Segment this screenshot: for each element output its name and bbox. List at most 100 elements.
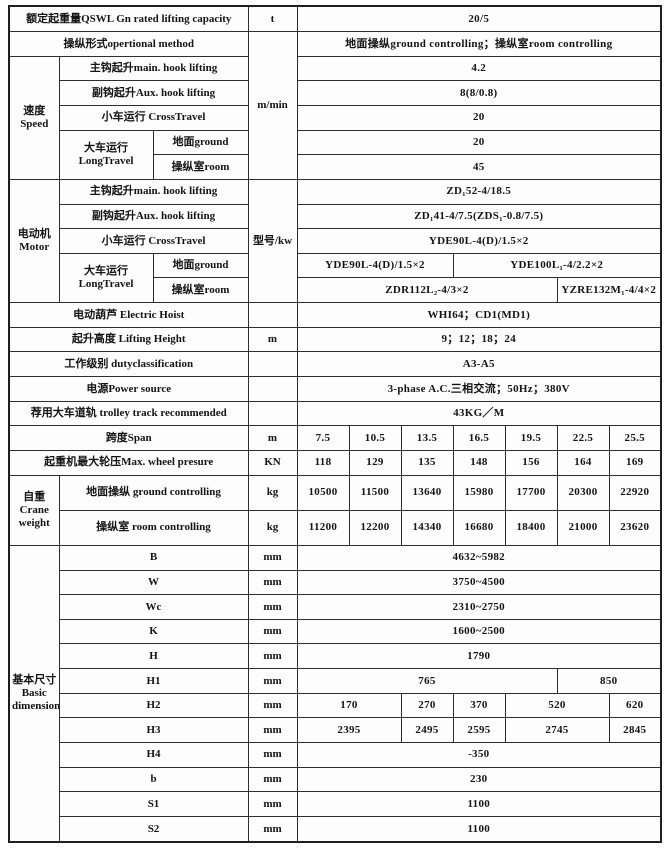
dimension-value: 370 bbox=[452, 692, 506, 719]
crane-weight-room-value: 21000 bbox=[556, 509, 610, 546]
dimension-value: 4632~5982 bbox=[296, 544, 662, 571]
operation-label: 操纵形式opertional method bbox=[8, 31, 249, 57]
wheel-pressure-value: 135 bbox=[400, 449, 454, 476]
wheel-pressure-value: 129 bbox=[348, 449, 402, 476]
dimension-unit: mm bbox=[247, 766, 298, 793]
motor-aux-hook-label: 副钩起升Aux. hook lifting bbox=[58, 203, 249, 230]
dimension-row-H3: H3 mm 2395 2495 2595 2745 2845 bbox=[9, 717, 662, 743]
dimension-unit: mm bbox=[247, 643, 298, 670]
capacity-row: 额定起重量QSWL Gn rated lifting capacity t 20… bbox=[8, 5, 662, 33]
track-value: 43KG／M bbox=[296, 400, 662, 427]
dimension-value: 1100 bbox=[296, 815, 662, 843]
wheel-pressure-value: 169 bbox=[608, 449, 662, 476]
lifting-height-label: 起升高度 Lifting Height bbox=[8, 326, 249, 353]
dimension-value: 1790 bbox=[296, 643, 662, 670]
motor-lt-ground-value-1: YDE90L-4(D)/1.5×2 bbox=[296, 252, 454, 279]
dimension-label: B bbox=[58, 544, 249, 571]
dimension-value: 2495 bbox=[400, 717, 454, 743]
hoist-unit bbox=[247, 302, 298, 328]
capacity-unit: t bbox=[247, 5, 298, 33]
crane-weight-room-value: 14340 bbox=[400, 509, 454, 546]
dimension-label: K bbox=[58, 618, 249, 645]
speed-aux-hook-row: 副钩起升Aux. hook lifting 8(8/0.8) bbox=[9, 80, 662, 106]
crane-weight-room-value: 11200 bbox=[296, 509, 350, 546]
dimension-label: S2 bbox=[58, 815, 249, 843]
dimension-label: Wc bbox=[58, 594, 249, 620]
power-source-value: 3-phase A.C.三相交流；50Hz；380V bbox=[296, 376, 662, 402]
span-value: 7.5 bbox=[296, 425, 350, 451]
dimension-row-b: b mm 230 bbox=[9, 766, 662, 793]
dimension-unit: mm bbox=[247, 544, 298, 571]
crane-weight-room-value: 16680 bbox=[452, 509, 506, 546]
speed-long-travel-ground-row: 大车运行 LongTravel 地面ground 20 bbox=[9, 129, 662, 180]
speed-lt-ground-label: 地面ground bbox=[152, 129, 249, 156]
dimension-label: H3 bbox=[58, 717, 249, 743]
dimension-value: 230 bbox=[296, 766, 662, 793]
speed-lt-ground-value: 20 bbox=[296, 129, 662, 156]
crane-weight-ground-value: 13640 bbox=[400, 474, 454, 511]
crane-weight-ground-value: 20300 bbox=[556, 474, 610, 511]
lifting-height-value: 9；12；18；24 bbox=[296, 326, 662, 353]
speed-long-travel-label: 大车运行 LongTravel bbox=[58, 129, 154, 180]
dimension-value: 170 bbox=[296, 692, 402, 719]
dimension-row-H: H mm 1790 bbox=[9, 643, 662, 670]
dimension-label: H1 bbox=[58, 668, 249, 694]
dimension-unit: mm bbox=[247, 741, 298, 768]
dimension-unit: mm bbox=[247, 815, 298, 843]
speed-group-label: 速度 Speed bbox=[8, 55, 60, 180]
dimension-value: 2745 bbox=[504, 717, 610, 743]
crane-weight-ground-row: 自重 Crane weight 地面操纵 ground controlling … bbox=[8, 474, 662, 546]
wheel-pressure-value: 118 bbox=[296, 449, 350, 476]
crane-weight-room-value: 23620 bbox=[608, 509, 662, 546]
wheel-pressure-value: 164 bbox=[556, 449, 610, 476]
wheel-pressure-value: 156 bbox=[504, 449, 558, 476]
operation-row: 操纵形式opertional method m/min 地面操纵ground c… bbox=[8, 31, 662, 180]
motor-long-travel-label: 大车运行 LongTravel bbox=[58, 252, 154, 304]
dimension-row-B: 基本尺寸 Basic dimensions B mm 4632~5982 bbox=[8, 544, 662, 843]
motor-group-label: 电动机 Motor bbox=[8, 178, 60, 304]
dimension-row-H2: H2 mm 170 270 370 520 620 bbox=[9, 692, 662, 719]
operation-value: 地面操纵ground controlling；操纵室room controlli… bbox=[296, 31, 662, 57]
speed-main-hook-row: 速度 Speed 主钩起升main. hook lifting 4.2 bbox=[8, 55, 662, 180]
speed-main-hook-label: 主钩起升main. hook lifting bbox=[58, 55, 249, 82]
dimension-row-K: K mm 1600~2500 bbox=[9, 618, 662, 645]
crane-weight-room-value: 12200 bbox=[348, 509, 402, 546]
dimension-unit: mm bbox=[247, 791, 298, 817]
power-source-unit bbox=[247, 376, 298, 402]
dimension-value: 2595 bbox=[452, 717, 506, 743]
capacity-label: 额定起重量QSWL Gn rated lifting capacity bbox=[8, 5, 249, 33]
dimension-value: 3750~4500 bbox=[296, 569, 662, 596]
dimension-label: H bbox=[58, 643, 249, 670]
dimension-value: 850 bbox=[556, 668, 662, 694]
speed-long-travel-room-row: 操纵室room 45 bbox=[9, 154, 662, 180]
crane-weight-room-unit: kg bbox=[247, 509, 298, 546]
motor-cross-travel-row: 小车运行 CrossTravel YDE90L-4(D)/1.5×2 bbox=[9, 228, 662, 254]
crane-spec-table: 额定起重量QSWL Gn rated lifting capacity t 20… bbox=[8, 5, 663, 843]
hoist-value: WHI64；CD1(MD1) bbox=[296, 302, 662, 328]
span-unit: m bbox=[247, 425, 298, 451]
dimension-unit: mm bbox=[247, 717, 298, 743]
dimension-unit: mm bbox=[247, 594, 298, 620]
speed-aux-hook-label: 副钩起升Aux. hook lifting bbox=[58, 80, 249, 106]
dimension-value: 2395 bbox=[296, 717, 402, 743]
span-value: 25.5 bbox=[608, 425, 662, 451]
track-row: 荐用大车道轨 trolley track recommended 43KG／M bbox=[8, 400, 662, 427]
dimension-row-H4: H4 mm -350 bbox=[9, 741, 662, 768]
dimension-value: -350 bbox=[296, 741, 662, 768]
motor-lt-ground-value-2: YDE100L₁-4/2.2×2 bbox=[452, 252, 662, 279]
crane-weight-group-label: 自重 Crane weight bbox=[8, 474, 60, 546]
motor-lt-room-label: 操纵室room bbox=[152, 277, 249, 304]
crane-weight-ground-value: 17700 bbox=[504, 474, 558, 511]
wheel-pressure-row: 起重机最大轮压Max. wheel presure KN 118 129 135… bbox=[8, 449, 662, 476]
motor-lt-ground-label: 地面ground bbox=[152, 252, 249, 279]
motor-main-hook-row: 电动机 Motor 主钩起升main. hook lifting 型号/kw Z… bbox=[8, 178, 662, 304]
speed-cross-travel-label: 小车运行 CrossTravel bbox=[58, 104, 249, 131]
speed-main-hook-value: 4.2 bbox=[296, 55, 662, 82]
dimension-value: 765 bbox=[296, 668, 558, 694]
speed-lt-room-value: 45 bbox=[296, 154, 662, 180]
crane-weight-ground-label: 地面操纵 ground controlling bbox=[58, 474, 249, 511]
motor-lt-room-value-1: ZDR112L₂-4/3×2 bbox=[296, 277, 558, 304]
crane-weight-ground-unit: kg bbox=[247, 474, 298, 511]
motor-aux-hook-value: ZD₁41-4/7.5(ZDS₁-0.8/7.5) bbox=[296, 203, 662, 230]
dimension-label: H2 bbox=[58, 692, 249, 719]
